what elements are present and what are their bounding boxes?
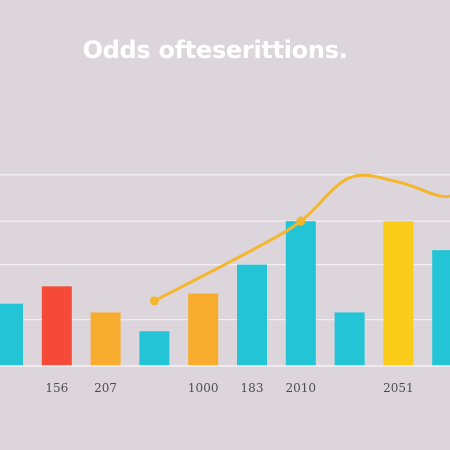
bar	[432, 250, 450, 366]
x-tick-label: 2010	[286, 381, 317, 395]
bar	[237, 264, 267, 366]
bar	[334, 312, 365, 366]
bar	[285, 221, 316, 366]
x-tick-label: 156	[45, 381, 68, 395]
bar	[0, 303, 23, 366]
x-tick-label: 183	[241, 381, 264, 395]
bar	[41, 286, 72, 366]
x-tick-label: 2051	[383, 381, 414, 395]
x-tick-label: 207	[94, 381, 117, 395]
chart-title: Odds ofteserittions.	[82, 36, 348, 64]
x-tick-label: 1000	[188, 381, 219, 395]
bar	[188, 293, 219, 366]
overlay-line	[152, 173, 450, 303]
bar	[139, 331, 170, 366]
line-point	[296, 216, 306, 226]
bar	[90, 312, 121, 366]
bar	[383, 221, 414, 366]
line-point	[149, 296, 159, 306]
